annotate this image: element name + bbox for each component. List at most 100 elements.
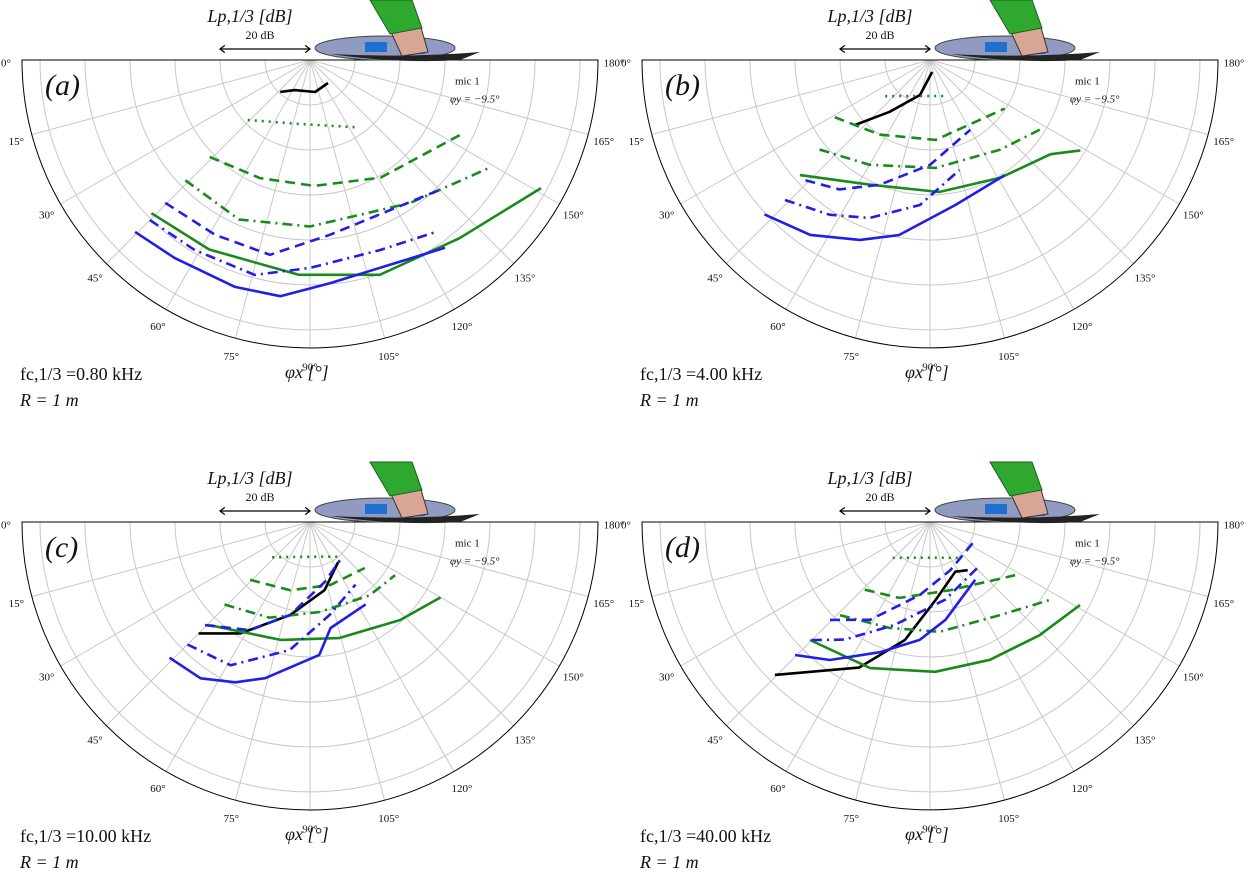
angle-tick-label: 105° [998,813,1019,825]
grid-spoke [930,522,1179,666]
angle-tick-label: 105° [378,813,399,825]
x-axis-label: φx [°] [285,362,329,382]
polar-panel: 0°15°30°45°60°75°90°105°120°135°150°165°… [1,0,624,410]
panel-label: (d) [665,531,700,564]
y-axis-label: Lp,1/3 [dB] [826,468,912,488]
nozzle-green [990,0,1042,34]
polar-panel: 0°15°30°45°60°75°90°105°120°135°150°165°… [621,462,1244,872]
angle-tick-label: 135° [515,272,536,284]
scale-bar-label: 20 dB [245,490,274,504]
mic-label: mic 1 [455,76,480,88]
page: 0°15°30°45°60°75°90°105°120°135°150°165°… [0,0,1249,888]
grid-spoke [930,522,1005,800]
angle-tick-label: 60° [770,783,785,795]
curve [280,83,328,92]
y-axis-label: Lp,1/3 [dB] [206,468,292,488]
frequency-label: fc,1/3 =0.80 kHz [20,364,142,384]
panel-label: (a) [45,69,80,102]
scale-bar-label: 20 dB [245,28,274,42]
angle-tick-label: 15° [629,136,644,148]
angle-tick-label: 165° [593,136,614,148]
grid-spoke [310,522,514,726]
grid-spoke [855,60,930,338]
curve [210,132,465,186]
angle-tick-label: 30° [659,672,674,684]
grid-spoke [106,522,310,726]
grid-spoke [930,522,1074,771]
angle-tick-label: 45° [87,272,102,284]
angle-tick-label: 60° [150,783,165,795]
x-axis-label: φx [°] [905,362,949,382]
x-axis-label: φx [°] [285,824,329,844]
panel-label: (c) [45,531,78,564]
scale-bar-label: 20 dB [865,490,894,504]
angle-tick-label: 150° [563,672,584,684]
figure: 0°15°30°45°60°75°90°105°120°135°150°165°… [0,0,1249,888]
grid-spoke [310,522,385,800]
angle-tick-label: 150° [1183,210,1204,222]
nozzle-green [990,462,1042,496]
mic-label: mic 1 [1075,538,1100,550]
radius-label: R = 1 m [639,390,699,410]
angle-tick-label: 15° [9,136,24,148]
angle-tick-label: 165° [593,598,614,610]
curve [775,570,968,675]
angle-tick-label: 45° [707,272,722,284]
nozzle-blue [985,504,1007,514]
angle-tick-label: 0° [1,58,11,70]
scale-bar-label: 20 dB [865,28,894,42]
angle-tick-label: 30° [39,672,54,684]
nozzle-blue [365,504,387,514]
radius-label: R = 1 m [19,390,79,410]
angle-tick-label: 120° [452,321,473,333]
angle-tick-label: 135° [515,734,536,746]
y-axis-label: Lp,1/3 [dB] [826,6,912,26]
angle-tick-label: 120° [1072,783,1093,795]
curve [248,120,355,127]
grid-spoke [786,60,930,309]
x-axis-label: φx [°] [905,824,949,844]
angle-tick-label: 120° [1072,321,1093,333]
angle-tick-label: 165° [1213,136,1234,148]
grid-spoke [855,522,930,800]
angle-tick-label: 165° [1213,598,1234,610]
angle-tick-label: 60° [150,321,165,333]
frequency-label: fc,1/3 =10.00 kHz [20,826,151,846]
angle-tick-label: 75° [844,813,859,825]
angle-tick-label: 105° [998,351,1019,363]
grid-spoke [166,522,310,771]
grid-spoke [681,60,930,204]
mic-angle: φy = −9.5° [1070,556,1120,568]
grid-spoke [930,522,1134,726]
angle-tick-label: 120° [452,783,473,795]
grid-spoke [235,60,310,338]
angle-tick-label: 150° [1183,672,1204,684]
grid-spoke [61,522,310,666]
panel-label: (b) [665,69,700,102]
angle-tick-label: 75° [844,351,859,363]
angle-tick-label: 135° [1135,272,1156,284]
angle-tick-label: 45° [87,734,102,746]
radius-label: R = 1 m [639,852,699,872]
angle-tick-label: 45° [707,734,722,746]
mic-label: mic 1 [1075,76,1100,88]
angle-tick-label: 15° [629,598,644,610]
grid-spoke [681,522,930,666]
grid-spoke [235,522,310,800]
mic-label: mic 1 [455,538,480,550]
angle-tick-label: 30° [659,210,674,222]
grid-spoke [61,60,310,204]
angle-tick-label: 0° [621,58,631,70]
mic-angle: φy = −9.5° [1070,94,1120,106]
angle-tick-label: 15° [9,598,24,610]
angle-tick-label: 105° [378,351,399,363]
angle-tick-label: 135° [1135,734,1156,746]
angle-tick-label: 180° [1224,58,1245,70]
curve [855,72,932,125]
angle-tick-label: 180° [1224,520,1245,532]
grid-spoke [310,60,454,309]
grid-spoke [310,522,559,666]
angle-tick-label: 0° [1,520,11,532]
polar-panel: 0°15°30°45°60°75°90°105°120°135°150°165°… [1,462,624,872]
grid-spoke [310,522,454,771]
